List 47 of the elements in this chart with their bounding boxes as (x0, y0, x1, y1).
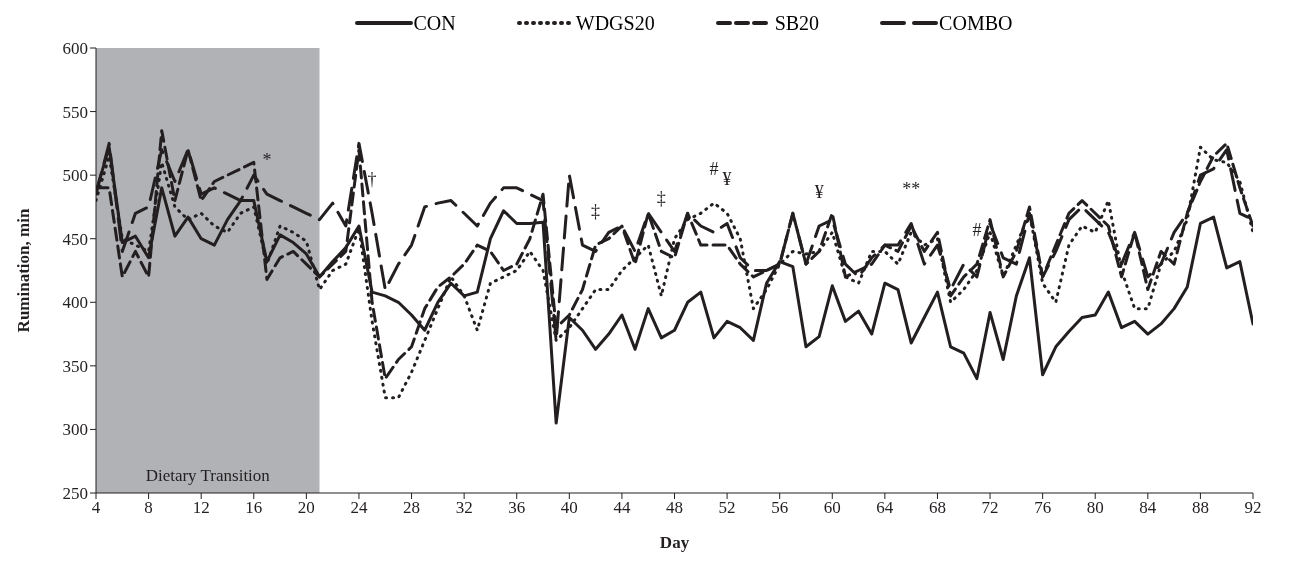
x-tick-label: 44 (613, 498, 631, 518)
x-tick-label: 88 (1191, 498, 1209, 518)
x-tick-label: 48 (666, 498, 683, 518)
x-tick-label: 16 (245, 498, 263, 518)
annotation: † (367, 169, 377, 190)
y-tick-label: 250 (62, 484, 88, 504)
annotation: ¥ (722, 169, 732, 190)
y-tick-label: 300 (62, 420, 88, 440)
x-tick-label: 72 (981, 498, 999, 518)
y-tick-label: 350 (62, 356, 88, 376)
y-tick-label: 550 (62, 102, 88, 122)
annotation: ¥ (814, 182, 824, 202)
y-tick-label: 450 (62, 229, 88, 249)
legend-label: SB20 (774, 11, 820, 35)
y-axis-title: Rumination, min (14, 208, 34, 333)
x-axis-title: Day (659, 533, 690, 552)
x-tick-label: 36 (508, 498, 526, 518)
legend-label: COMBO (939, 11, 1013, 35)
y-tick-label: 400 (62, 293, 88, 313)
x-tick-label: 52 (718, 498, 736, 518)
x-tick-label: 84 (1139, 498, 1157, 518)
annotation: ‡ (656, 188, 666, 209)
x-tick-label: 56 (771, 498, 789, 518)
annotation: # (972, 220, 982, 241)
x-tick-label: 32 (455, 498, 473, 518)
annotation: # (709, 159, 719, 180)
x-tick-label: 60 (823, 498, 841, 518)
annotation: ** (902, 179, 921, 200)
x-tick-label: 92 (1244, 498, 1262, 518)
x-tick-label: 76 (1034, 498, 1052, 518)
x-tick-label: 12 (192, 498, 210, 518)
x-tick-label: 4 (91, 498, 101, 518)
band-label: Dietary Transition (145, 466, 271, 485)
y-tick-label: 600 (62, 39, 88, 59)
legend-label: WDGS20 (575, 11, 655, 35)
x-tick-label: 28 (403, 498, 421, 518)
x-tick-label: 80 (1086, 498, 1104, 518)
annotation: ‡ (591, 201, 601, 222)
x-tick-label: 64 (876, 498, 894, 518)
y-tick-label: 500 (62, 166, 88, 186)
x-tick-label: 40 (560, 498, 578, 518)
x-tick-label: 20 (297, 498, 315, 518)
x-tick-label: 8 (144, 498, 153, 518)
x-tick-label: 24 (350, 498, 368, 518)
annotation: * (262, 150, 272, 171)
x-tick-label: 68 (928, 498, 946, 518)
legend-label: CON (413, 11, 456, 35)
